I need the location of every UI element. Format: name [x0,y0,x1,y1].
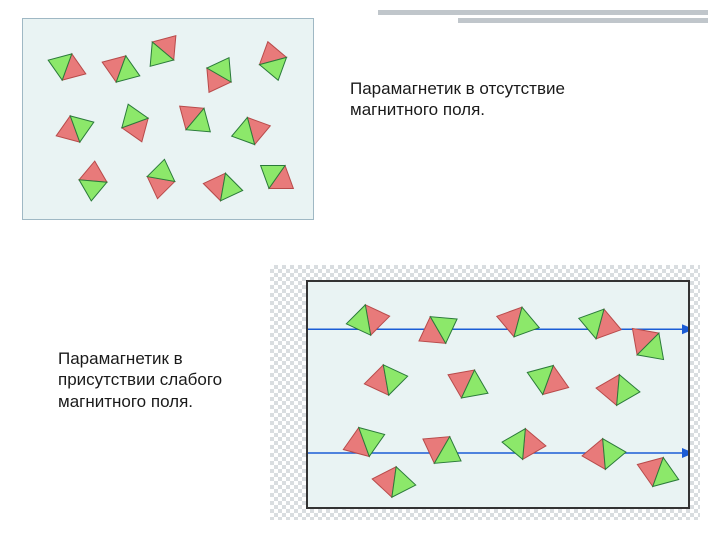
panel-paramagnetic-no-field [22,18,314,220]
caption-weak-field: Парамагнетик в присутствии слабого магни… [58,348,238,412]
panel-paramagnetic-weak-field [306,280,690,509]
caption-no-field: Парамагнетик в отсутствие магнитного пол… [350,78,570,121]
slide-canvas: Парамагнетик в отсутствие магнитного пол… [0,0,720,540]
